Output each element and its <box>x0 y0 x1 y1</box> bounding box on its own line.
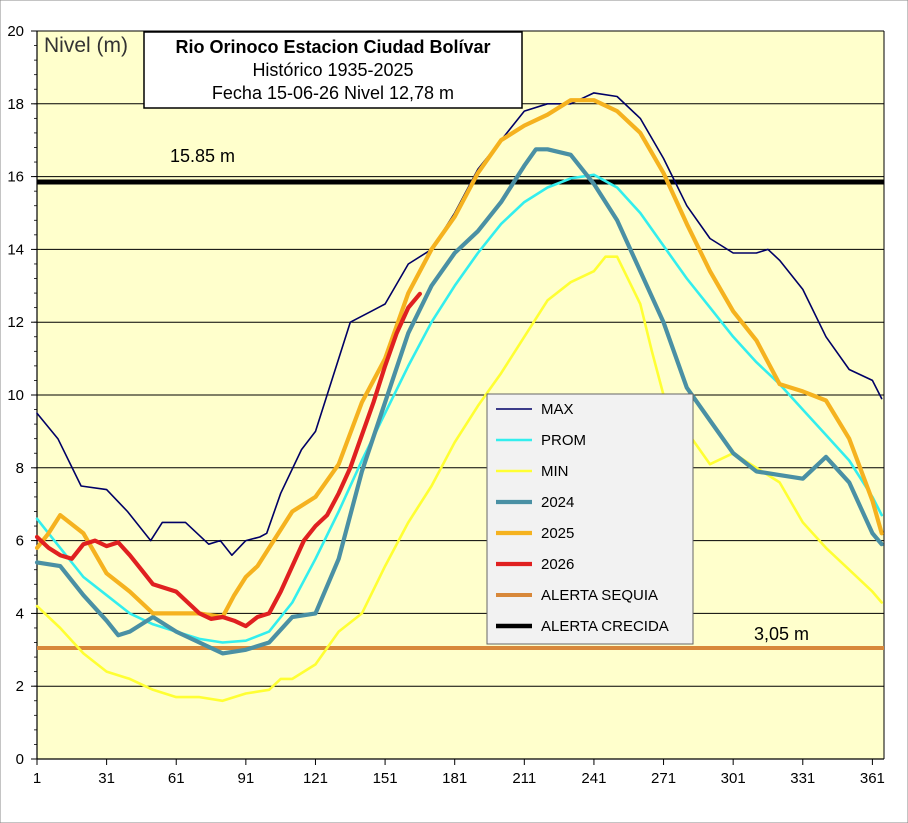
legend-label-2026: 2026 <box>541 556 574 573</box>
series-line-max <box>36 92 883 556</box>
legend-label-prom: PROM <box>541 432 586 449</box>
y-tick-label-2: 2 <box>16 678 24 695</box>
y-tick-label-8: 8 <box>16 460 24 477</box>
x-tick-label-31: 31 <box>98 770 115 787</box>
x-tick-label-361: 361 <box>860 770 885 787</box>
x-tick-label-121: 121 <box>303 770 328 787</box>
title-box-frame <box>143 31 523 109</box>
y-tick-label-20: 20 <box>7 23 24 40</box>
x-tick-label-91: 91 <box>238 770 255 787</box>
sequia-value-label: 3,05 m <box>754 624 809 644</box>
series-line-2024 <box>34 147 884 656</box>
y-axis-label: Nivel (m) <box>44 34 128 57</box>
legend-label-2024: 2024 <box>541 494 574 511</box>
chart-title: Rio Orinoco Estacion Ciudad Bolívar <box>175 37 490 57</box>
x-tick-label-301: 301 <box>721 770 746 787</box>
x-tick-label-1: 1 <box>33 770 41 787</box>
chart-subtitle-date: Fecha 15-06-26 Nivel 12,78 m <box>212 83 454 103</box>
x-tick-label-61: 61 <box>168 770 185 787</box>
axes: 0 2 4 6 8 10 12 14 16 18 20 1 31 61 91 121 151 181 211 241 2… <box>7 23 885 787</box>
y-tick-label-0: 0 <box>16 751 24 768</box>
y-tick-label-16: 16 <box>7 169 24 186</box>
series-line-2026 <box>34 291 422 629</box>
title-box: Rio Orinoco Estacion Ciudad Bolívar Hist… <box>143 31 523 109</box>
legend-label-min: MIN <box>541 463 569 480</box>
y-tick-label-18: 18 <box>7 96 24 113</box>
x-tick-label-331: 331 <box>790 770 815 787</box>
y-tick-label-6: 6 <box>16 533 24 550</box>
legend-box <box>486 393 694 645</box>
series-line-2025 <box>34 98 884 620</box>
y-tick-label-4: 4 <box>16 605 24 622</box>
legend-label-alerta-crecida: ALERTA CRECIDA <box>541 618 669 635</box>
legend-label-alerta-sequia: ALERTA SEQUIA <box>541 587 658 604</box>
y-tick-label-14: 14 <box>7 241 24 258</box>
x-tick-label-241: 241 <box>581 770 606 787</box>
legend: MAX PROM MIN 2024 2025 2026 ALERTA SEQUIA ALERT… <box>486 393 694 645</box>
x-tick-label-271: 271 <box>651 770 676 787</box>
series-lines <box>34 92 884 703</box>
x-tick-label-181: 181 <box>442 770 467 787</box>
y-tick-label-12: 12 <box>7 314 24 331</box>
chart-subtitle-period: Histórico 1935-2025 <box>252 60 413 80</box>
legend-label-max: MAX <box>541 401 574 418</box>
threshold-lines <box>37 179 884 650</box>
legend-label-2025: 2025 <box>541 525 574 542</box>
crecida-value-label: 15.85 m <box>170 146 235 166</box>
x-tick-label-151: 151 <box>373 770 398 787</box>
y-tick-label-10: 10 <box>7 387 24 404</box>
x-tick-label-211: 211 <box>512 770 536 787</box>
